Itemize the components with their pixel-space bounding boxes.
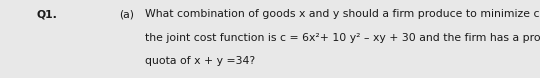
Text: the joint cost function is c = 6x²+ 10 y² – xy + 30 and the firm has a productio: the joint cost function is c = 6x²+ 10 y… — [145, 33, 540, 43]
Text: quota of x + y =34?: quota of x + y =34? — [145, 56, 255, 66]
Text: (a): (a) — [119, 9, 134, 19]
Text: What combination of goods x and y should a firm produce to minimize costs when: What combination of goods x and y should… — [145, 9, 540, 19]
Text: Q1.: Q1. — [37, 9, 58, 19]
